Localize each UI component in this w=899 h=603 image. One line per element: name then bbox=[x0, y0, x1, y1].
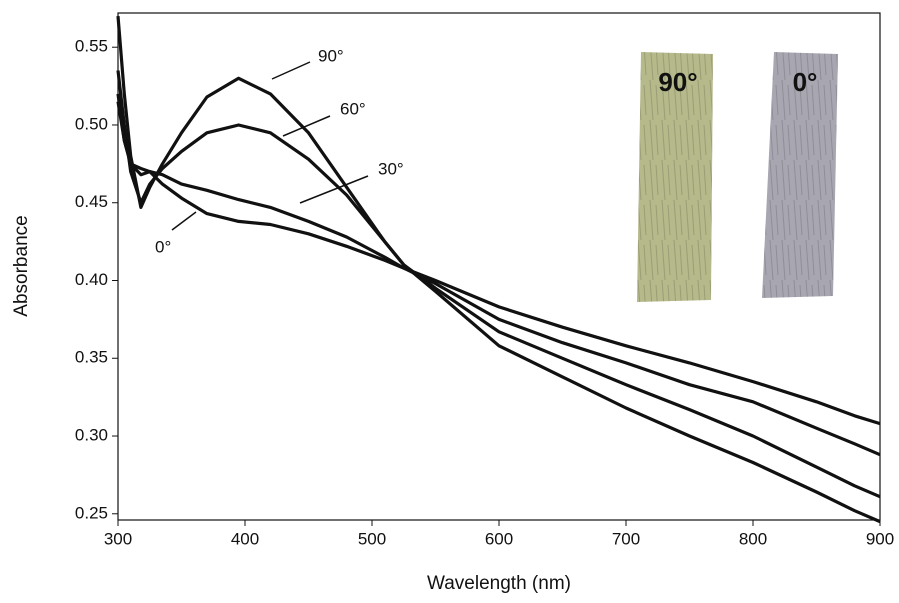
series-label: 60° bbox=[340, 99, 366, 118]
x-tick-label: 400 bbox=[231, 529, 259, 548]
leader-line bbox=[171, 211, 197, 231]
leaders bbox=[171, 61, 369, 231]
y-axis-label: Absorbance bbox=[11, 215, 32, 316]
leader-line bbox=[271, 61, 311, 80]
leader-line bbox=[282, 115, 331, 137]
series-label: 0° bbox=[155, 237, 171, 256]
series-label: 30° bbox=[378, 159, 404, 178]
x-tick-label: 300 bbox=[104, 529, 132, 548]
y-tick-label: 0.50 bbox=[75, 114, 108, 133]
series-line bbox=[116, 70, 881, 499]
x-tick-label: 700 bbox=[612, 529, 640, 548]
x-axis-label: Wavelength (nm) bbox=[427, 573, 571, 594]
inset-label: 0° bbox=[793, 67, 818, 97]
x-tick-label: 600 bbox=[485, 529, 513, 548]
inset-label: 90° bbox=[658, 67, 697, 97]
x-tick-label: 900 bbox=[866, 529, 894, 548]
series-line bbox=[116, 93, 881, 457]
y-tick-label: 0.35 bbox=[75, 348, 108, 367]
y-tick-label: 0.45 bbox=[75, 192, 108, 211]
x-tick-label: 800 bbox=[739, 529, 767, 548]
leader-line bbox=[299, 175, 369, 204]
inset-texture bbox=[762, 52, 838, 298]
y-tick-label: 0.40 bbox=[75, 270, 108, 289]
inset-texture bbox=[637, 52, 713, 302]
series-label: 90° bbox=[318, 46, 344, 65]
y-tick-label: 0.30 bbox=[75, 426, 108, 445]
x-tick-label: 500 bbox=[358, 529, 386, 548]
series-line bbox=[116, 101, 881, 426]
y-tick-label: 0.55 bbox=[75, 37, 108, 56]
y-tick-label: 0.25 bbox=[75, 503, 108, 522]
